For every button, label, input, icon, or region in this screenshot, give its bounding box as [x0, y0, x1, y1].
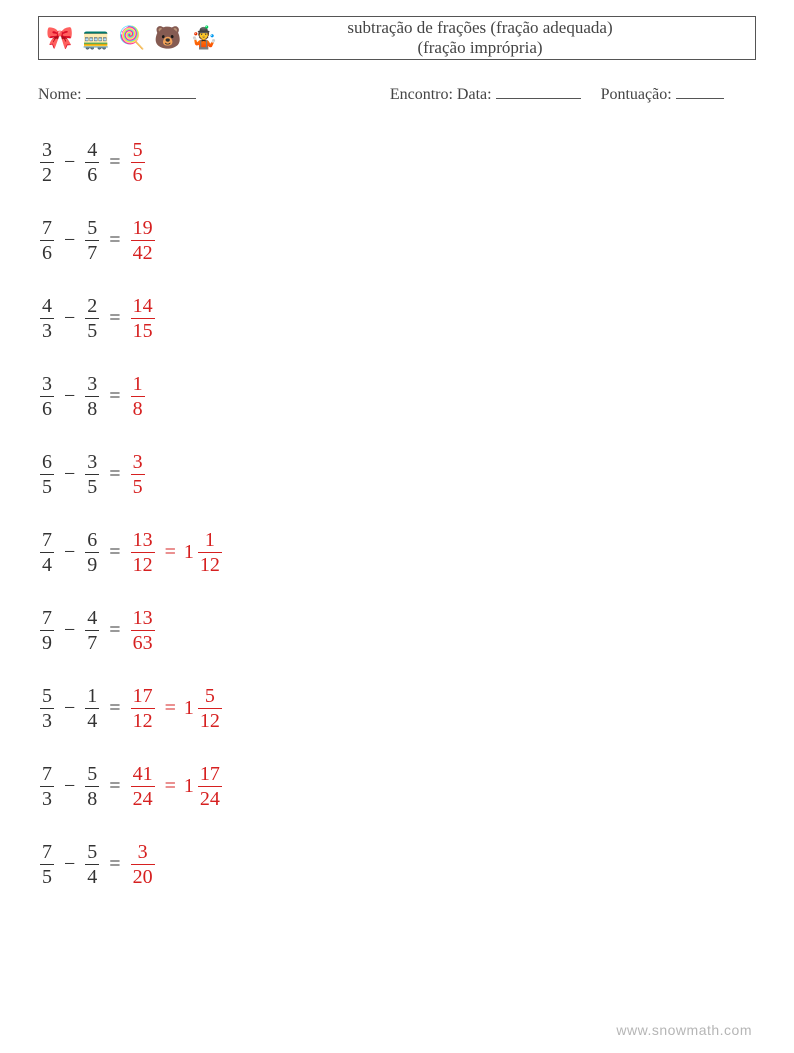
fraction: 18 — [131, 374, 145, 419]
header-box: 🎀🚃🍭🐻🤹 subtração de frações (fração adequ… — [38, 16, 756, 60]
equals-sign: = — [109, 385, 120, 408]
fraction: 1415 — [131, 296, 155, 341]
equals-sign: = — [109, 307, 120, 330]
header-icon-4: 🤹 — [189, 23, 219, 53]
title-line-1: subtração de frações (fração adequada) — [219, 18, 741, 38]
problem-row: 36−38 = 18 — [38, 372, 756, 420]
equals-sign: = — [109, 619, 120, 642]
fraction: 43 — [40, 296, 54, 341]
fraction: 112 — [198, 530, 222, 575]
equals-sign: = — [109, 151, 120, 174]
fraction: 65 — [40, 452, 54, 497]
fraction: 32 — [40, 140, 54, 185]
fraction: 57 — [85, 218, 99, 263]
problem-row: 65−35=35 — [38, 450, 756, 498]
fraction: 1712 — [131, 686, 155, 731]
fraction: 46 — [85, 140, 99, 185]
fraction: 35 — [131, 452, 145, 497]
fraction: 58 — [85, 764, 99, 809]
problem-row: 73−58 = 4124 = 11724 — [38, 762, 756, 810]
minus-sign: − — [64, 307, 75, 330]
fraction: 14 — [85, 686, 99, 731]
header-icons: 🎀🚃🍭🐻🤹 — [45, 23, 219, 53]
fraction: 75 — [40, 842, 54, 887]
problems-list: 32−46=5676−57=194243−25=141536−38=1865−3… — [38, 138, 756, 888]
problem-row: 74−69 = 1312 = 1112 — [38, 528, 756, 576]
info-row: Nome: Encontro: Data: Pontuação: — [38, 82, 756, 104]
fraction: 47 — [85, 608, 99, 653]
equals-sign: = — [109, 697, 120, 720]
worksheet-title: subtração de frações (fração adequada) (… — [219, 18, 749, 57]
title-line-2: (fração imprópria) — [219, 38, 741, 58]
fraction: 1363 — [131, 608, 155, 653]
problem-row: 76−57 = 1942 — [38, 216, 756, 264]
mixed-number: 1112 — [184, 530, 224, 575]
fraction: 56 — [131, 140, 145, 185]
minus-sign: − — [64, 619, 75, 642]
equals-sign: = — [165, 697, 176, 720]
problem-row: 75−54 = 320 — [38, 840, 756, 888]
score-underline — [676, 82, 724, 99]
fraction: 79 — [40, 608, 54, 653]
minus-sign: − — [64, 775, 75, 798]
equals-sign: = — [109, 541, 120, 564]
header-icon-0: 🎀 — [45, 23, 75, 53]
header-icon-2: 🍭 — [117, 23, 147, 53]
fraction: 69 — [85, 530, 99, 575]
minus-sign: − — [64, 151, 75, 174]
score-label: Pontuação: — [601, 86, 672, 103]
date-label: Encontro: Data: — [390, 86, 492, 103]
mixed-number: 1512 — [184, 686, 224, 731]
fraction: 38 — [85, 374, 99, 419]
minus-sign: − — [64, 463, 75, 486]
equals-sign: = — [109, 853, 120, 876]
fraction: 512 — [198, 686, 222, 731]
fraction: 54 — [85, 842, 99, 887]
fraction: 35 — [85, 452, 99, 497]
date-underline — [496, 82, 581, 99]
watermark: www.snowmath.com — [616, 1022, 752, 1038]
fraction: 320 — [131, 842, 155, 887]
equals-sign: = — [109, 463, 120, 486]
header-icon-1: 🚃 — [81, 23, 111, 53]
fraction: 73 — [40, 764, 54, 809]
name-underline — [86, 82, 196, 99]
fraction: 4124 — [131, 764, 155, 809]
fraction: 76 — [40, 218, 54, 263]
mixed-number: 11724 — [184, 764, 224, 809]
minus-sign: − — [64, 853, 75, 876]
equals-sign: = — [165, 541, 176, 564]
fraction: 53 — [40, 686, 54, 731]
name-label: Nome: — [38, 86, 82, 103]
equals-sign: = — [165, 775, 176, 798]
fraction: 1942 — [131, 218, 155, 263]
equals-sign: = — [109, 775, 120, 798]
fraction: 1724 — [198, 764, 222, 809]
problem-row: 53−14 = 1712 = 1512 — [38, 684, 756, 732]
fraction: 74 — [40, 530, 54, 575]
minus-sign: − — [64, 229, 75, 252]
problem-row: 32−46 = 56 — [38, 138, 756, 186]
fraction: 25 — [85, 296, 99, 341]
minus-sign: − — [64, 385, 75, 408]
equals-sign: = — [109, 229, 120, 252]
minus-sign: − — [64, 697, 75, 720]
fraction: 1312 — [131, 530, 155, 575]
problem-row: 79−47 = 1363 — [38, 606, 756, 654]
problem-row: 43−25 = 1415 — [38, 294, 756, 342]
fraction: 36 — [40, 374, 54, 419]
minus-sign: − — [64, 541, 75, 564]
header-icon-3: 🐻 — [153, 23, 183, 53]
